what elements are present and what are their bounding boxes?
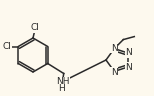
- Text: N: N: [111, 68, 118, 77]
- Text: N: N: [111, 44, 118, 53]
- Text: NH: NH: [56, 77, 69, 86]
- Text: Cl: Cl: [30, 24, 39, 33]
- Text: Cl: Cl: [3, 42, 12, 51]
- Text: H: H: [58, 84, 65, 93]
- Text: N: N: [125, 63, 132, 72]
- Text: N: N: [125, 48, 132, 57]
